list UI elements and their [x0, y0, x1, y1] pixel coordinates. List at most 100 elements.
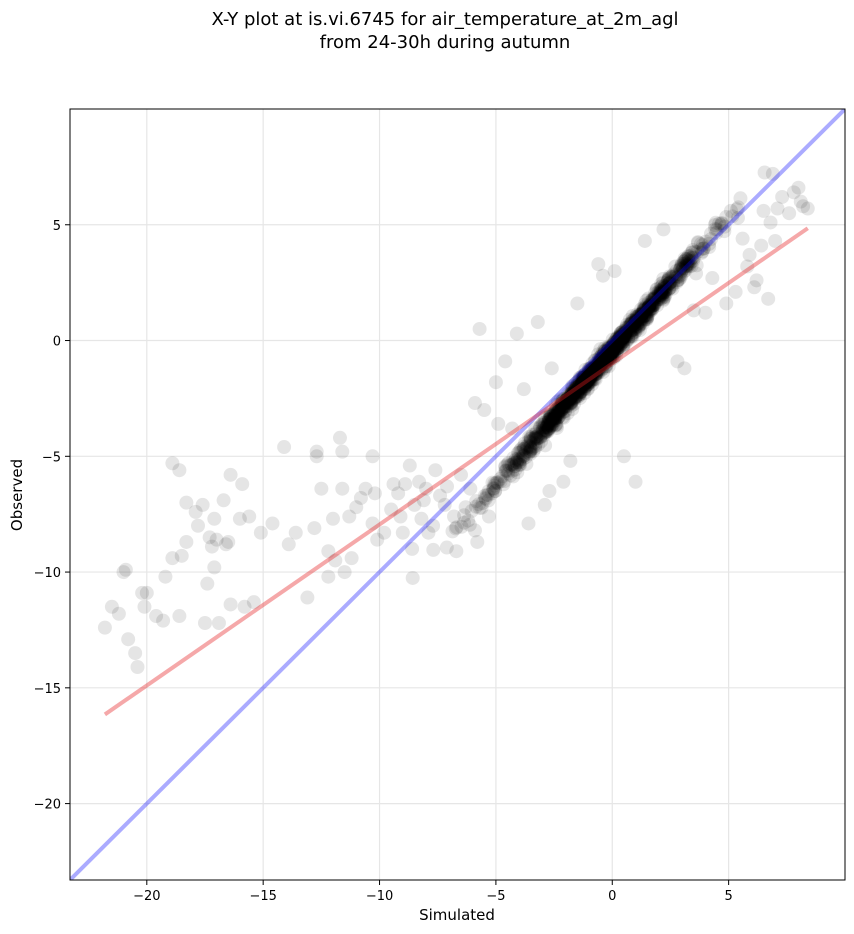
scatter-point [574, 377, 589, 392]
scatter-point [643, 301, 658, 316]
scatter-point [717, 219, 732, 234]
scatter-point [602, 346, 617, 361]
scatter-point [674, 264, 689, 279]
scatter-point [581, 367, 596, 382]
scatter-point [555, 397, 570, 412]
scatter-point [130, 659, 145, 674]
scatter-point [471, 497, 486, 512]
scatter-point [592, 354, 607, 369]
scatter-point [510, 465, 525, 480]
scatter-point [639, 293, 654, 308]
scatter-point [601, 352, 616, 367]
scatter-point [608, 338, 623, 353]
scatter-point [655, 285, 670, 300]
scatter-point [576, 372, 591, 387]
scatter-point [582, 366, 597, 381]
scatter-point [391, 486, 406, 501]
scatter-point [685, 242, 700, 257]
scatter-point [505, 457, 520, 472]
scatter-point [653, 285, 668, 300]
scatter-point [609, 335, 624, 350]
scatter-point [563, 389, 578, 404]
scatter-point [523, 439, 538, 454]
scatter-point [531, 427, 546, 442]
scatter-point [560, 399, 575, 414]
scatter-point [590, 366, 605, 381]
scatter-point [575, 373, 590, 388]
scatter-point [642, 302, 657, 317]
scatter-point [657, 281, 672, 296]
scatter-point [632, 316, 647, 331]
scatter-point [647, 296, 662, 311]
scatter-point [641, 295, 656, 310]
scatter-point [670, 273, 685, 288]
scatter-point [629, 311, 644, 326]
scatter-point [393, 509, 408, 524]
scatter-point [556, 399, 571, 414]
scatter-point [534, 417, 549, 432]
scatter-point [555, 400, 570, 415]
scatter-point [628, 474, 643, 489]
scatter-point [523, 435, 538, 450]
scatter-point [650, 282, 665, 297]
scatter-point [684, 251, 699, 266]
scatter-point [644, 295, 659, 310]
scatter-point [535, 426, 550, 441]
scatter-point [574, 375, 589, 390]
scatter-point [523, 430, 538, 445]
scatter-point [553, 392, 568, 407]
scatter-point [615, 334, 630, 349]
scatter-point [585, 356, 600, 371]
scatter-point [481, 484, 496, 499]
scatter-point [566, 387, 581, 402]
scatter-point [607, 349, 622, 364]
scatter-point [426, 518, 441, 533]
scatter-point [603, 343, 618, 358]
scatter-point [636, 303, 651, 318]
scatter-point [594, 357, 609, 372]
scatter-point [543, 418, 558, 433]
scatter-point [595, 347, 610, 362]
scatter-point [609, 339, 624, 354]
scatter-point [770, 201, 785, 216]
scatter-point [548, 398, 563, 413]
scatter-point [569, 388, 584, 403]
scatter-point [618, 326, 633, 341]
scatter-point [589, 367, 604, 382]
scatter-point [569, 378, 584, 393]
scatter-point [509, 455, 524, 470]
scatter-point [453, 467, 468, 482]
scatter-point [628, 310, 643, 325]
scatter-point [433, 488, 448, 503]
scatter-point [651, 286, 666, 301]
scatter-point [577, 377, 592, 392]
scatter-point [551, 404, 566, 419]
scatter-point [537, 497, 552, 512]
scatter-point [583, 370, 598, 385]
scatter-point [548, 413, 563, 428]
scatter-point [590, 357, 605, 372]
scatter-point [684, 248, 699, 263]
scatter-point [548, 407, 563, 422]
scatter-point [556, 395, 571, 410]
scatter-point [197, 616, 212, 630]
scatter-point [533, 429, 548, 444]
scatter-point [551, 401, 566, 416]
scatter-point [641, 305, 656, 320]
scatter-point [609, 341, 624, 356]
scatter-point [698, 234, 713, 249]
scatter-point [603, 345, 618, 360]
scatter-point [575, 375, 590, 390]
scatter-point [325, 511, 340, 526]
scatter-point [604, 347, 619, 362]
scatter-point [676, 261, 691, 276]
scatter-point [495, 469, 510, 484]
scatter-point [574, 380, 589, 395]
scatter-point [637, 307, 652, 322]
scatter-point [565, 383, 580, 398]
scatter-point [528, 421, 543, 436]
scatter-point [570, 385, 585, 400]
scatter-point [549, 413, 564, 428]
scatter-point [576, 375, 591, 390]
scatter-point [647, 298, 662, 313]
